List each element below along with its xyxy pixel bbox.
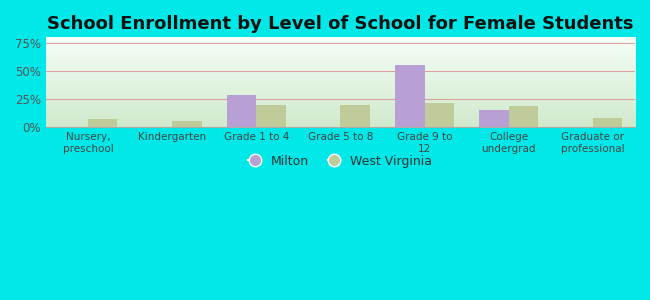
Bar <box>479 110 509 127</box>
Bar <box>88 119 118 127</box>
Bar <box>424 103 454 127</box>
Title: School Enrollment by Level of School for Female Students: School Enrollment by Level of School for… <box>47 15 634 33</box>
Legend: Milton, West Virginia: Milton, West Virginia <box>244 150 437 173</box>
Bar <box>227 95 256 127</box>
Bar <box>341 105 370 127</box>
Bar <box>172 121 202 127</box>
Bar <box>395 65 424 127</box>
Bar <box>509 106 538 127</box>
Bar <box>256 105 286 127</box>
Bar <box>593 118 623 127</box>
